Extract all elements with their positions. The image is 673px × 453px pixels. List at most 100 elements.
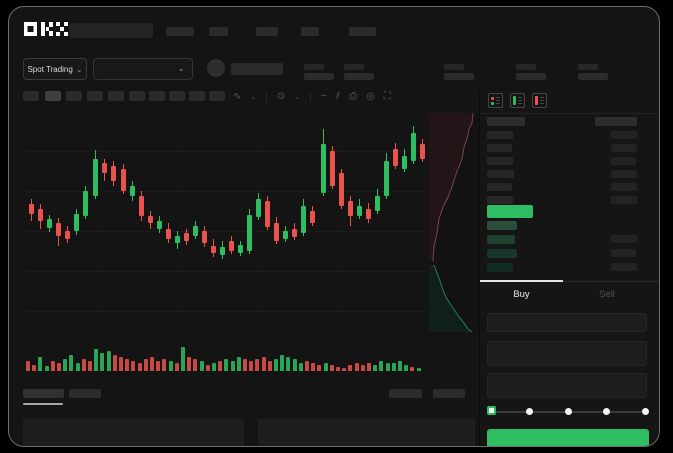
- volume-bar: [286, 357, 291, 371]
- volume-bar: [329, 365, 334, 371]
- slider-stop-dot[interactable]: [603, 408, 611, 415]
- timeframe-chip[interactable]: [108, 91, 124, 101]
- bid-row-price[interactable]: [487, 249, 517, 258]
- orders-tab[interactable]: [23, 389, 64, 398]
- volume-bar: [274, 359, 278, 371]
- trade-form-input[interactable]: [487, 313, 647, 332]
- tab-buy[interactable]: Buy: [480, 287, 563, 301]
- okx-logo[interactable]: [24, 21, 68, 37]
- orders-tab[interactable]: [69, 389, 101, 398]
- amount-slider[interactable]: [487, 405, 655, 419]
- book-mode-bids-icon[interactable]: [510, 93, 525, 108]
- nav-item[interactable]: [256, 27, 278, 36]
- trade-form-input[interactable]: [487, 341, 647, 366]
- candle-body: [193, 226, 198, 236]
- timeframe-chip[interactable]: [87, 91, 103, 101]
- volume-bar: [218, 361, 223, 371]
- candle-body: [139, 196, 144, 216]
- depth-ask-line: [432, 113, 474, 262]
- timeframe-chip[interactable]: [189, 91, 205, 101]
- ticker-stat: [304, 64, 324, 70]
- volume-bar: [143, 359, 148, 371]
- volume-bar: [162, 359, 167, 371]
- coin-avatar: [207, 59, 225, 77]
- slider-stop-dot[interactable]: [642, 408, 649, 415]
- ask-row-price[interactable]: [487, 131, 513, 139]
- volume-bar: [236, 357, 241, 371]
- book-divider: [480, 113, 659, 114]
- timeframe-chip[interactable]: [66, 91, 82, 101]
- volume-bar: [205, 365, 210, 371]
- bid-row-price[interactable]: [487, 235, 515, 244]
- compare-icon[interactable]: ⫽: [335, 91, 341, 102]
- nav-item[interactable]: [301, 27, 319, 36]
- timeframe-chip[interactable]: [169, 91, 185, 101]
- orders-tab[interactable]: [389, 389, 422, 398]
- buy-button[interactable]: [487, 429, 649, 446]
- market-type-selector[interactable]: Spot Trading ⌄: [23, 58, 87, 80]
- timeframe-chip[interactable]: [45, 91, 61, 101]
- volume-bar: [391, 363, 396, 371]
- volume-bar: [94, 349, 99, 371]
- timeframe-chip[interactable]: [23, 91, 39, 101]
- ask-row-price[interactable]: [487, 183, 512, 191]
- book-mode-all-icon[interactable]: [488, 93, 503, 108]
- volume-bar: [261, 357, 266, 371]
- volume-bar: [360, 365, 365, 371]
- settings-icon[interactable]: ◎: [366, 91, 375, 102]
- screenshot-icon[interactable]: ⎙: [349, 91, 358, 102]
- candle-body: [47, 219, 52, 228]
- book-mode-asks-icon[interactable]: [532, 93, 547, 108]
- ask-row-price[interactable]: [487, 196, 513, 204]
- bid-row-price[interactable]: [487, 221, 517, 230]
- slider-handle[interactable]: [487, 406, 496, 415]
- volume-bar: [367, 363, 371, 371]
- volume-bar: [199, 361, 204, 371]
- trade-form-input[interactable]: [487, 373, 647, 398]
- bid-row-price[interactable]: [487, 263, 513, 272]
- volume-bar: [243, 359, 247, 371]
- candle-body: [56, 223, 61, 236]
- candlestick-chart[interactable]: [26, 111, 426, 335]
- chevron-down-icon: ⌄: [177, 63, 185, 73]
- timeframe-chip[interactable]: [209, 91, 225, 101]
- nav-item[interactable]: [209, 27, 228, 36]
- volume-bar: [416, 368, 421, 371]
- nav-item[interactable]: [166, 27, 194, 36]
- ask-row-price[interactable]: [487, 170, 514, 178]
- chart-toolbar: ∿ ⌄ | ⊙ ⌄ | ~ ⫽ ⎙ ◎ ⛶: [233, 91, 391, 103]
- slider-stop-dot[interactable]: [525, 408, 533, 415]
- depth-bid-area: [429, 265, 472, 332]
- volume-bar: [212, 363, 216, 371]
- volume-bar: [267, 361, 272, 371]
- timeframe-chip[interactable]: [149, 91, 165, 101]
- candle-body: [420, 144, 425, 159]
- slider-stop-dot[interactable]: [564, 408, 572, 415]
- volume-bar: [292, 359, 297, 371]
- tab-sell[interactable]: Sell: [572, 287, 642, 301]
- ticker-stat: [304, 73, 334, 80]
- ticker-stat: [344, 64, 364, 70]
- ask-row-price[interactable]: [487, 144, 512, 152]
- pair-selector[interactable]: ⌄: [93, 58, 193, 80]
- candle-body: [330, 151, 335, 186]
- indicator-icon[interactable]: ∿: [233, 91, 242, 102]
- last-price-bar[interactable]: [487, 205, 533, 218]
- orders-tab[interactable]: [433, 389, 465, 398]
- candle-body: [166, 229, 171, 239]
- timeframe-chip[interactable]: [129, 91, 145, 101]
- search-input[interactable]: [69, 23, 153, 38]
- volume-bar: [32, 365, 37, 371]
- candle-style-icon[interactable]: ⊙: [276, 91, 286, 102]
- ask-row-price[interactable]: [487, 157, 513, 165]
- volume-bar: [150, 357, 154, 371]
- ticker-stat: [516, 64, 536, 70]
- line-tool-icon[interactable]: ~: [320, 91, 327, 102]
- candle-body: [283, 231, 288, 239]
- depth-chart[interactable]: [429, 113, 478, 332]
- market-type-label: Spot Trading: [27, 64, 73, 74]
- fullscreen-icon[interactable]: ⛶: [383, 91, 391, 102]
- volume-bar: [187, 357, 192, 371]
- nav-item[interactable]: [349, 27, 376, 36]
